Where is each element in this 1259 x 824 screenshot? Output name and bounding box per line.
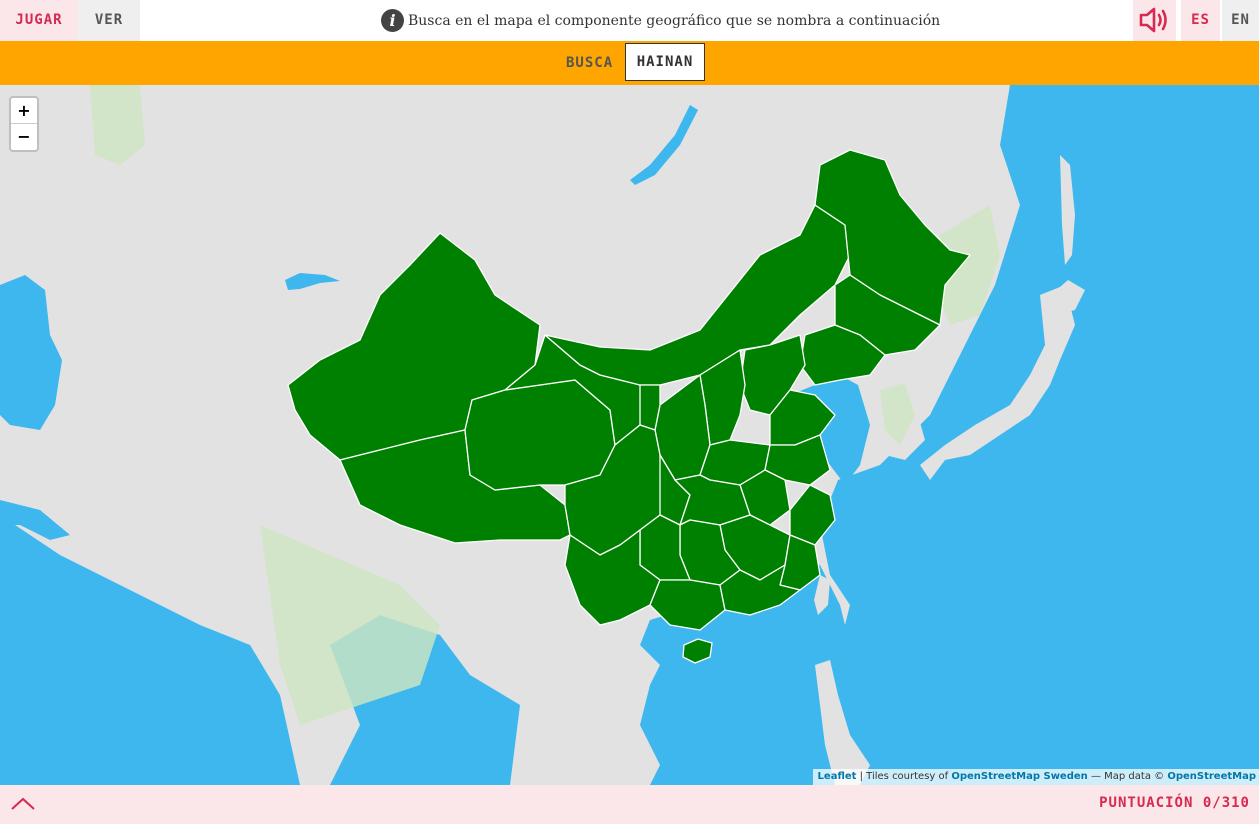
sound-toggle-button[interactable] (1133, 0, 1176, 41)
china-provinces (287, 149, 971, 664)
philippines (815, 660, 870, 785)
hokkaido (1045, 280, 1085, 315)
taiwan (814, 575, 830, 615)
top-bar: JUGAR VER i Busca en el mapa el componen… (0, 0, 1259, 41)
question-bar: BUSCA HAINAN (0, 41, 1259, 85)
arabian-sea (0, 515, 300, 785)
vegetation-india (260, 525, 440, 725)
target-name: HAINAN (625, 43, 705, 81)
pacific-ocean (820, 85, 1259, 785)
chevron-up-icon (11, 797, 35, 810)
province-ningxia[interactable] (639, 384, 661, 431)
score-label: PUNTUACIÓN (1099, 795, 1194, 811)
bottom-bar: PUNTUACIÓN 0/310 (0, 785, 1259, 824)
zoom-in-button[interactable]: + (11, 98, 37, 124)
speaker-icon (1139, 7, 1167, 33)
zoom-control: + − (9, 96, 39, 152)
language-en-button[interactable]: EN (1222, 0, 1259, 41)
sakhalin (1060, 155, 1075, 265)
instruction: i Busca en el mapa el componente geográf… (381, 8, 940, 33)
persian-gulf (0, 500, 70, 540)
map[interactable]: + − Leaflet | Tiles courtesy of OpenStre… (0, 85, 1259, 785)
province-guangdong[interactable] (719, 564, 801, 616)
view-tab[interactable]: VER (78, 0, 140, 41)
province-jilin[interactable] (834, 274, 941, 356)
score-value: 0/310 (1202, 795, 1250, 811)
score: PUNTUACIÓN 0/310 (1099, 785, 1250, 821)
basemap (0, 85, 1259, 785)
lake-baikal (630, 105, 698, 185)
language-es-button[interactable]: ES (1181, 0, 1220, 41)
south-china-sea (570, 565, 880, 785)
province-liaoning[interactable] (799, 324, 886, 386)
caspian-sea (0, 275, 62, 430)
province-hainan[interactable] (682, 638, 713, 664)
info-icon[interactable]: i (381, 9, 404, 32)
map-attribution: Leaflet | Tiles courtesy of OpenStreetMa… (812, 769, 1259, 785)
attribution-tiles-text: | Tiles courtesy of (856, 771, 952, 782)
leaflet-link[interactable]: Leaflet (817, 771, 857, 782)
vegetation-siberia (90, 85, 145, 165)
osm-sweden-link[interactable]: OpenStreetMap Sweden (951, 771, 1088, 782)
vegetation-manchuria (935, 205, 1000, 325)
zoom-out-button[interactable]: − (17, 127, 31, 146)
province-qinghai[interactable] (464, 379, 616, 491)
attribution-data-text: — Map data © (1087, 771, 1168, 782)
prompt-label: BUSCA (566, 55, 614, 71)
indochina (520, 625, 660, 785)
expand-button[interactable] (8, 791, 38, 815)
lake-balkhash (285, 273, 340, 290)
instruction-text: Busca en el mapa el componente geográfic… (408, 12, 941, 29)
osm-link[interactable]: OpenStreetMap (1167, 771, 1256, 782)
play-tab[interactable]: JUGAR (0, 0, 78, 41)
vegetation-korea (880, 383, 915, 445)
